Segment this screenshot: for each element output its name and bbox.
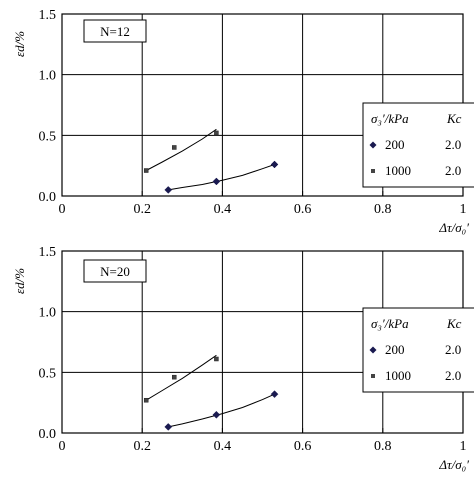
legend-kc-value: 2.0 <box>445 342 461 357</box>
series-1-point <box>270 390 279 399</box>
chart-panel-2: 0 0.2 0.4 0.6 0.8 1 0.0 0.5 1.0 1.5 Δτ/σ₀′ εd/% N=20… <box>12 245 474 472</box>
legend-marker-diamond <box>369 346 377 354</box>
legend-box <box>362 102 474 188</box>
x-tick-label: 0.8 <box>374 202 392 217</box>
legend-sigma3-value: 200 <box>385 137 405 152</box>
legend-sigma3-value: 1000 <box>385 163 411 178</box>
legend-box <box>362 307 474 393</box>
y-tick-label: 1.0 <box>39 69 57 84</box>
legend-kc-value: 2.0 <box>445 137 461 152</box>
x-axis-label: Δτ/σ₀′ <box>438 220 469 235</box>
series-2-point <box>214 130 219 136</box>
panel-label-box <box>83 19 147 43</box>
series-1-point <box>212 410 221 419</box>
x-tick-label: 0 <box>59 439 66 454</box>
legend-kc-value: 2.0 <box>445 163 461 178</box>
series-1-point <box>164 186 173 194</box>
panel-label: N=12 <box>100 24 130 39</box>
legend: σ₃′/kPa Kc 200 2.0 1000 2.0 <box>362 307 474 393</box>
x-tick-label: 0.2 <box>133 439 151 454</box>
series-1-fit-line <box>168 393 275 428</box>
x-tick-label: 0.4 <box>214 439 232 454</box>
x-tick-label: 0.6 <box>294 439 312 454</box>
y-axis-label: εd/% <box>12 31 27 57</box>
legend-header-kc: Kc <box>446 316 462 331</box>
x-tick-label: 1 <box>460 439 467 454</box>
x-tick-label: 0.6 <box>294 202 312 217</box>
series-2-point <box>172 145 177 150</box>
legend-header-kc: Kc <box>446 111 462 126</box>
y-axis-label: εd/% <box>12 268 27 294</box>
legend-sigma3-value: 1000 <box>385 368 411 383</box>
legend-kc-value: 2.0 <box>445 368 461 383</box>
series-1-point <box>270 160 279 169</box>
legend: σ₃′/kPa Kc 200 2.0 1000 2.0 <box>362 102 474 188</box>
chart-panel-1: 0 0.2 0.4 0.6 0.8 1 0.0 0.5 1.0 1.5 Δτ/σ₀′ εd/% N=12… <box>12 8 474 235</box>
y-tick-label: 1.5 <box>39 8 57 23</box>
series-2-point <box>214 356 219 362</box>
series-2-point <box>143 397 149 403</box>
x-tick-label: 1 <box>460 202 467 217</box>
x-tick-label: 0.2 <box>133 202 151 217</box>
legend-header-sigma: σ₃′/kPa <box>371 316 409 331</box>
x-tick-label: 0 <box>59 202 66 217</box>
series-2-fit-line <box>145 354 217 401</box>
series-2-fit-line <box>145 128 217 171</box>
legend-marker-square <box>371 169 375 173</box>
series-1-point <box>212 177 221 186</box>
series-2-point <box>143 168 149 173</box>
panel-label: N=20 <box>100 264 130 279</box>
legend-header-sigma: σ₃′/kPa <box>371 111 409 126</box>
y-tick-label: 0.0 <box>39 427 57 442</box>
y-tick-label: 0.5 <box>39 129 57 144</box>
y-tick-label: 0.5 <box>39 366 57 381</box>
legend-marker-diamond <box>369 141 377 149</box>
x-axis-label: Δτ/σ₀′ <box>438 457 469 472</box>
legend-marker-square <box>371 374 375 378</box>
y-tick-label: 0.0 <box>39 190 57 205</box>
series-1-fit-line <box>168 164 275 191</box>
series-2-point <box>172 374 177 380</box>
panel-label-box <box>83 259 147 283</box>
series-1-point <box>164 423 173 431</box>
y-tick-label: 1.5 <box>39 245 57 260</box>
x-tick-label: 0.8 <box>374 439 392 454</box>
y-tick-label: 1.0 <box>39 306 57 321</box>
x-tick-label: 0.4 <box>214 202 232 217</box>
legend-sigma3-value: 200 <box>385 342 405 357</box>
